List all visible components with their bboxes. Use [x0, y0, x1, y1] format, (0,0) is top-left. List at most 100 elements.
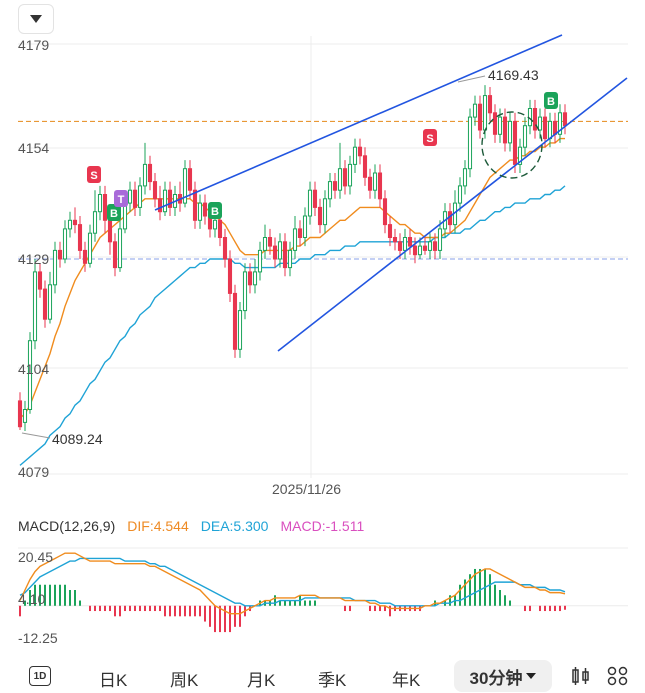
candle-body	[307, 189, 313, 217]
candle-body	[227, 258, 233, 294]
candle-body	[492, 112, 498, 135]
macd-title: MACD(12,26,9)	[18, 518, 116, 534]
grid-menu-icon[interactable]	[607, 666, 629, 686]
candle-body	[217, 219, 223, 239]
candle-body	[557, 112, 563, 135]
candle-body	[477, 103, 483, 131]
candle-body	[377, 172, 383, 200]
candle-body	[382, 198, 388, 226]
candle-body	[272, 245, 278, 260]
tab-week-k[interactable]: 周K	[170, 671, 199, 690]
tab-month-k[interactable]: 月K	[247, 671, 276, 690]
candle-body	[457, 185, 463, 204]
candle-body	[347, 163, 353, 187]
candle-body	[327, 181, 333, 200]
candle-body	[212, 219, 218, 230]
low-leader-line	[21, 432, 51, 439]
candle-body	[67, 219, 73, 230]
price-label-2: 4154	[18, 140, 50, 156]
signal-badge-bg	[107, 204, 121, 221]
candle-body	[47, 284, 53, 320]
candle-body	[537, 116, 543, 131]
signal-badge-B: B	[110, 208, 118, 220]
macd-axis-mid: 4.10	[18, 591, 46, 607]
candle-body	[512, 120, 518, 165]
macd-dif-line	[19, 552, 566, 615]
candle-body	[487, 95, 493, 114]
price-label-top: 4179	[18, 37, 50, 53]
candle-body	[237, 310, 243, 350]
candle-body	[232, 292, 238, 350]
candle-body	[352, 146, 358, 165]
macd-dif-value: DIF:4.544	[127, 518, 189, 534]
macd-hist-value: MACD:-1.511	[280, 518, 365, 534]
candle-style-icon[interactable]	[570, 666, 592, 686]
candle-body	[152, 181, 158, 200]
candle-body	[37, 271, 43, 290]
candle-body	[257, 249, 263, 273]
tab-year-k[interactable]: 年K	[392, 671, 421, 690]
candle-body	[167, 189, 173, 208]
candle-body	[412, 245, 418, 256]
candle-body	[117, 228, 123, 269]
candle-body	[397, 241, 403, 251]
candle-body	[532, 108, 538, 131]
candle-body	[542, 116, 548, 140]
candle-body	[432, 241, 438, 251]
candle-body	[102, 194, 108, 221]
candle-body	[287, 249, 293, 269]
candle-body	[222, 237, 228, 260]
candle-body	[87, 232, 93, 264]
upper-trend-line	[154, 34, 563, 211]
candle-body	[507, 120, 513, 144]
candle-body	[57, 249, 63, 260]
signal-badge-S: S	[90, 170, 97, 182]
candle-body	[372, 172, 378, 191]
tab-day-k[interactable]: 日K	[99, 671, 128, 690]
macd-axis-top: 20.45	[18, 549, 54, 565]
candle-body	[262, 237, 268, 251]
candle-body	[417, 245, 423, 256]
candle-body	[202, 202, 208, 217]
high-leader-line	[457, 75, 486, 83]
candle-body	[302, 215, 308, 238]
candle-body	[62, 228, 68, 260]
highlight-circle	[481, 111, 543, 179]
candle-body	[142, 163, 148, 187]
candle-body	[242, 271, 248, 312]
candle-body	[147, 163, 153, 183]
chart-options-dropdown[interactable]	[18, 4, 54, 34]
candle-body	[337, 168, 343, 191]
candle-body	[317, 206, 323, 226]
tab-quarter-k[interactable]: 季K	[318, 671, 347, 690]
period-tab-bar: 1D 日K 周K 月K 季K 年K 30分钟	[0, 658, 645, 693]
candle-body	[422, 245, 428, 251]
tab-30-minute[interactable]: 30分钟	[454, 660, 552, 692]
candle-body	[107, 219, 113, 243]
ma-fast-line	[19, 137, 565, 419]
signal-badge-bg	[544, 92, 558, 109]
tab-30-minute-label: 30分钟	[469, 668, 523, 688]
candle-body	[362, 155, 368, 178]
candle-body	[32, 271, 38, 342]
candle-body	[82, 249, 88, 264]
candle-body	[27, 340, 33, 411]
candle-body	[247, 271, 253, 286]
candle-body	[517, 146, 523, 165]
time-axis-date: 2025/11/26	[272, 481, 342, 497]
signal-badge-T: T	[118, 194, 125, 206]
candle-body	[162, 189, 168, 213]
tab-intraday[interactable]: 1D	[29, 666, 51, 686]
macd-dea-value: DEA:5.300	[200, 518, 269, 534]
candle-body	[332, 181, 338, 191]
low-price-annotation: 4089.24	[52, 431, 103, 447]
candle-body	[467, 116, 473, 170]
chevron-down-icon	[30, 15, 42, 23]
candle-body	[17, 400, 23, 428]
candle-body	[192, 189, 198, 221]
candle-body	[92, 211, 98, 234]
price-label-4: 4104	[18, 361, 50, 377]
candle-body	[312, 189, 318, 208]
macd-legend: MACD(12,26,9) DIF:4.544 DEA:5.300 MACD:-…	[18, 518, 364, 534]
